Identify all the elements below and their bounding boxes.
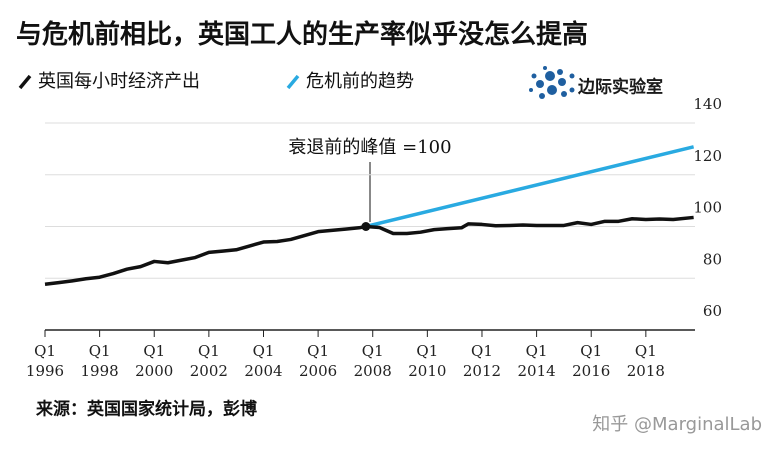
logo: 边际实验室 [524, 64, 672, 106]
x-tick-label: Q1 2010 [408, 342, 446, 380]
x-tick-label: Q1 2004 [244, 342, 282, 380]
legend-swatch [18, 74, 32, 90]
x-tick-label: Q1 2016 [572, 342, 610, 380]
x-tick-label: Q1 2008 [354, 342, 392, 380]
logo-dots [529, 66, 575, 99]
logo-text: 边际实验室 [577, 77, 663, 98]
x-tick-label: Q1 2018 [627, 342, 665, 380]
chart-title: 与危机前相比，英国工人的生产率似乎没怎么提高 [16, 19, 588, 50]
x-tick-label: Q1 2002 [190, 342, 228, 380]
y-tick-label: 140 [693, 95, 722, 113]
peak-dot [361, 222, 371, 231]
x-tick-label: Q1 1996 [26, 342, 64, 380]
x-tick-label: Q1 2006 [299, 342, 337, 380]
x-tick-label: Q1 2012 [463, 342, 501, 380]
legend-label: 危机前的趋势 [306, 71, 414, 92]
x-tick-label: Q1 2000 [135, 342, 173, 380]
watermark: 知乎 @MarginalLab [592, 414, 762, 435]
x-tick-label: Q1 2014 [518, 342, 556, 380]
x-tick-label: Q1 1998 [81, 342, 119, 380]
source: 来源：英国国家统计局，彭博 [35, 399, 257, 420]
line [365, 145, 695, 229]
y-tick-label: 80 [703, 250, 722, 268]
legend-label: 英国每小时经济产出 [38, 71, 200, 92]
logo-box [524, 64, 672, 106]
y-tick-label: 120 [693, 147, 722, 165]
y-tick-label: 100 [693, 199, 722, 217]
legend-swatch [286, 74, 300, 90]
annotation: 衰退前的峰值 =100 [288, 137, 451, 158]
y-tick-label: 60 [703, 302, 722, 320]
